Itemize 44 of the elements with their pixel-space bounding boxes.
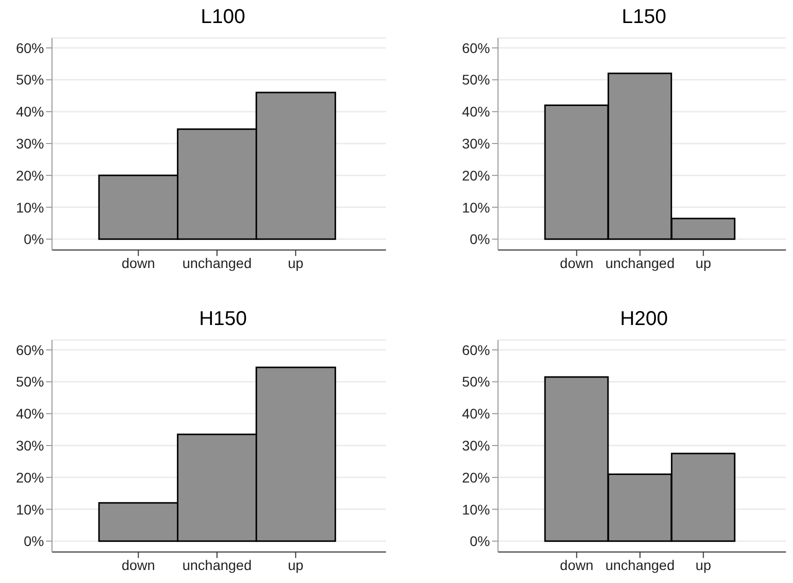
x-tick-label: down	[122, 254, 156, 271]
y-tick-label: 0%	[470, 231, 490, 248]
chart-title: H150	[198, 308, 248, 332]
y-tick-label: 50%	[462, 374, 490, 390]
y-tick-label: 30%	[16, 437, 44, 454]
y-tick-label: 20%	[16, 167, 44, 184]
y-tick-label: 30%	[462, 135, 490, 152]
x-tick-label: down	[560, 254, 594, 271]
y-tick-label: 0%	[470, 533, 490, 550]
y-tick-label: 60%	[16, 40, 44, 56]
chart-title: L100	[200, 6, 246, 30]
y-tick-label: 40%	[16, 406, 44, 422]
y-tick-label: 50%	[16, 374, 44, 390]
y-tick-label: 40%	[16, 104, 44, 120]
y-tick-label: 20%	[16, 469, 44, 486]
y-tick-label: 40%	[462, 406, 490, 422]
x-tick-label: up	[288, 254, 304, 271]
y-tick-label: 60%	[16, 342, 44, 358]
y-tick-label: 20%	[462, 167, 490, 184]
x-tick-label: unchanged	[605, 556, 675, 573]
y-tick-label: 40%	[462, 104, 490, 120]
x-tick-label: unchanged	[182, 254, 252, 271]
chart-title: H200	[619, 308, 669, 332]
y-tick-label: 60%	[462, 40, 490, 56]
y-tick-label: 20%	[462, 469, 490, 486]
x-tick-label: down	[122, 556, 156, 573]
y-tick-label: 30%	[16, 135, 44, 152]
y-tick-label: 50%	[16, 72, 44, 88]
x-tick-label: unchanged	[605, 254, 675, 271]
x-tick-label: down	[560, 556, 594, 573]
x-tick-label: up	[696, 556, 712, 573]
y-tick-label: 60%	[462, 342, 490, 358]
y-tick-label: 10%	[462, 199, 490, 216]
y-tick-label: 30%	[462, 437, 490, 454]
y-tick-label: 50%	[462, 72, 490, 88]
y-tick-label: 10%	[462, 501, 490, 518]
x-tick-label: up	[288, 556, 304, 573]
y-tick-label: 0%	[24, 231, 44, 248]
y-tick-label: 0%	[24, 533, 44, 550]
chart-title: L150	[620, 6, 668, 30]
x-tick-label: up	[696, 254, 712, 271]
x-tick-label: unchanged	[182, 556, 252, 573]
y-tick-label: 10%	[16, 501, 44, 518]
y-tick-label: 10%	[16, 199, 44, 216]
